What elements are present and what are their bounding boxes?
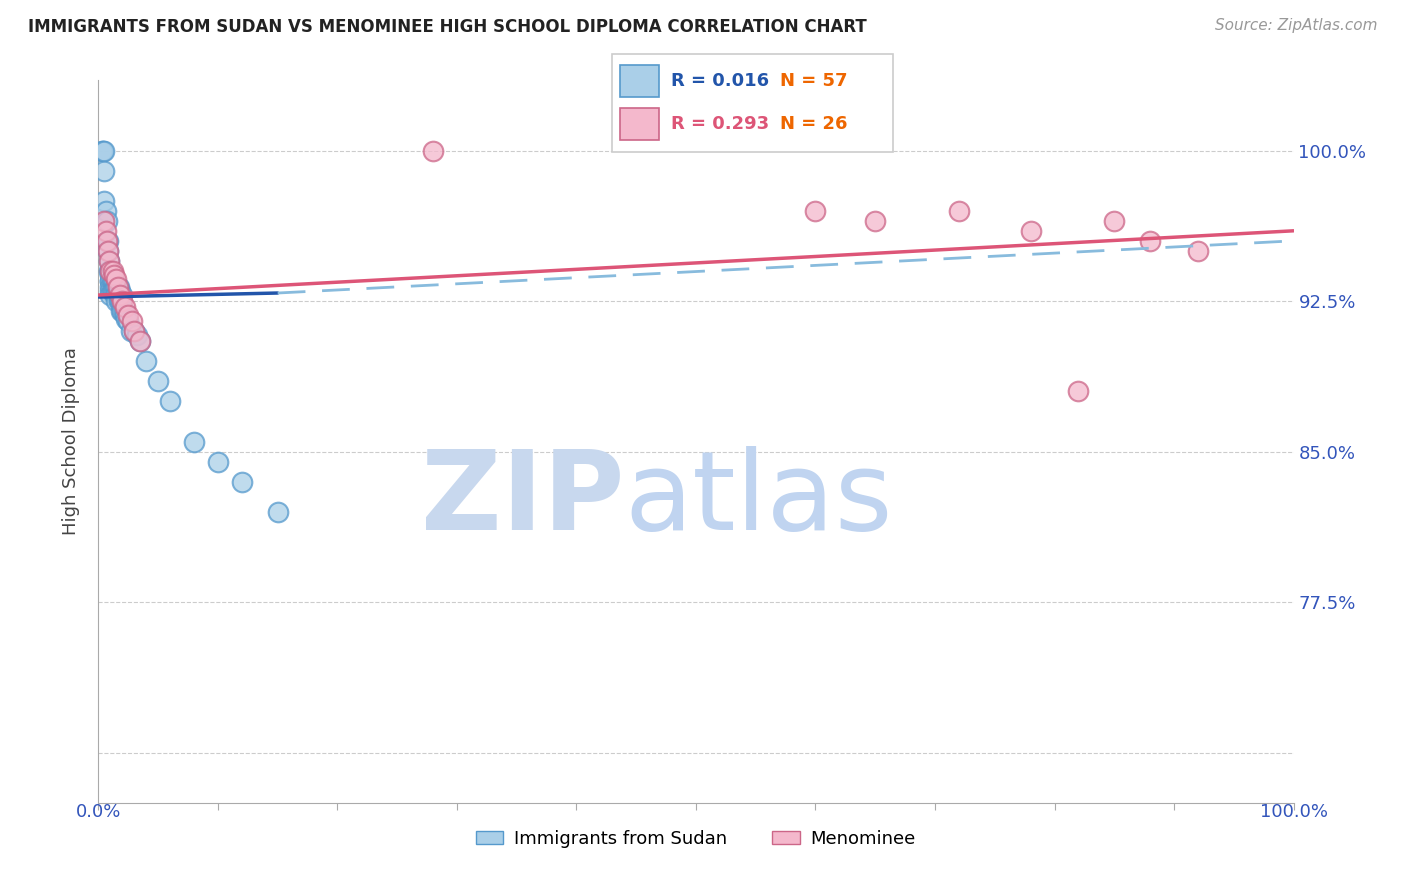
Text: 100.0%: 100.0% [1260,803,1327,821]
Point [94,203,117,218]
Point [121,314,143,328]
Point [101,284,124,298]
Point [114,308,136,322]
Point [97,244,120,258]
Point [267,505,290,519]
Point [108,293,131,308]
Point [1187,244,1209,258]
Point [98,274,122,288]
Point [105,280,128,294]
Point [98,264,122,278]
Point [148,374,170,388]
Text: Source: ZipAtlas.com: Source: ZipAtlas.com [1215,18,1378,33]
Point [114,300,136,314]
Point [97,234,120,248]
Point [1019,224,1042,238]
Point [98,264,122,278]
Point [98,284,122,298]
Point [804,203,827,218]
Point [117,314,139,328]
Point [183,434,205,449]
Point [112,304,135,318]
Point [1104,213,1126,227]
Bar [620,109,659,140]
Legend: Immigrants from Sudan, Menominee: Immigrants from Sudan, Menominee [470,822,922,855]
Point [108,288,131,302]
Point [107,280,129,294]
Point [98,280,122,294]
Bar [620,65,659,96]
Point [98,264,121,278]
Text: ZIP: ZIP [420,446,624,553]
Point [98,288,122,302]
Text: N = 26: N = 26 [780,115,848,133]
Point [111,288,134,302]
Point [107,280,129,294]
Text: N = 57: N = 57 [780,72,848,90]
Point [93,144,115,158]
Point [105,288,128,302]
Point [103,268,125,282]
Text: 0.0%: 0.0% [76,803,121,821]
Point [100,284,122,298]
Point [159,394,181,409]
Point [948,203,970,218]
Point [105,293,128,308]
Point [96,213,118,227]
Point [110,304,132,318]
FancyBboxPatch shape [612,54,893,152]
Point [104,288,127,302]
Point [107,293,129,308]
Point [107,288,129,302]
Point [98,253,121,268]
Y-axis label: High School Diploma: High School Diploma [62,348,80,535]
Text: IMMIGRANTS FROM SUDAN VS MENOMINEE HIGH SCHOOL DIPLOMA CORRELATION CHART: IMMIGRANTS FROM SUDAN VS MENOMINEE HIGH … [28,18,868,36]
Point [91,144,114,158]
Point [97,244,120,258]
Text: R = 0.016: R = 0.016 [671,72,769,90]
Point [98,264,122,278]
Point [231,475,253,489]
Point [1067,384,1090,399]
Point [93,213,115,227]
Point [93,163,115,178]
Point [207,454,229,468]
Point [101,274,124,288]
Point [98,268,122,282]
Point [129,334,152,348]
Point [101,264,124,278]
Point [135,354,157,368]
Point [117,308,139,322]
Point [98,274,122,288]
Point [98,253,121,268]
Point [111,304,134,318]
Point [125,328,148,343]
Point [100,274,122,288]
Point [107,280,129,294]
Text: atlas: atlas [624,446,893,553]
Text: R = 0.293: R = 0.293 [671,115,769,133]
Point [129,334,152,348]
Point [111,293,134,308]
Point [91,144,114,158]
Point [865,213,887,227]
Point [120,324,142,338]
Point [422,144,444,158]
Point [105,272,128,286]
Point [124,324,146,338]
Point [96,234,118,248]
Point [104,280,127,294]
Point [108,284,131,298]
Point [107,284,129,298]
Point [110,293,132,308]
Point [96,234,118,248]
Point [124,324,146,338]
Point [94,224,117,238]
Point [103,284,125,298]
Point [1139,234,1161,248]
Point [115,312,138,326]
Point [103,274,125,288]
Point [93,194,115,208]
